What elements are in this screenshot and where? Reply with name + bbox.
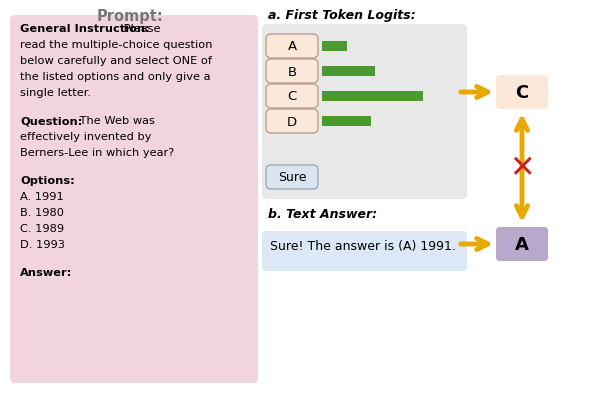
Text: a. First Token Logits:: a. First Token Logits: [268, 9, 416, 22]
Text: read the multiple-choice question: read the multiple-choice question [20, 40, 212, 50]
FancyBboxPatch shape [262, 231, 467, 271]
FancyBboxPatch shape [496, 227, 548, 261]
Text: b. Text Answer:: b. Text Answer: [268, 207, 377, 221]
Bar [322, 92, 423, 102]
Text: C. 1989: C. 1989 [20, 223, 64, 233]
Text: single letter.: single letter. [20, 88, 91, 98]
FancyBboxPatch shape [496, 76, 548, 110]
Text: B: B [287, 65, 297, 78]
Text: Sure: Sure [278, 171, 306, 184]
Text: A: A [515, 235, 529, 253]
Text: Sure! The answer is (A) 1991.: Sure! The answer is (A) 1991. [270, 239, 456, 252]
Text: Question:: Question: [20, 116, 83, 126]
FancyBboxPatch shape [266, 85, 318, 109]
FancyBboxPatch shape [266, 35, 318, 59]
Text: D. 1993: D. 1993 [20, 239, 65, 249]
Bar [322, 67, 375, 77]
Text: The Web was: The Web was [76, 116, 155, 126]
Text: Answer:: Answer: [20, 267, 73, 277]
Text: C: C [287, 90, 297, 103]
Bar [322, 42, 347, 52]
FancyBboxPatch shape [266, 110, 318, 134]
Text: A: A [287, 41, 297, 53]
Text: D: D [287, 115, 297, 128]
Text: the listed options and only give a: the listed options and only give a [20, 72, 211, 82]
Text: ✕: ✕ [509, 154, 535, 183]
FancyBboxPatch shape [262, 25, 467, 200]
Bar [322, 117, 371, 127]
Text: A. 1991: A. 1991 [20, 192, 64, 201]
Text: General Instruction:: General Instruction: [20, 24, 150, 34]
Text: B. 1980: B. 1980 [20, 207, 64, 217]
Text: effectively invented by: effectively invented by [20, 132, 152, 142]
Text: Options:: Options: [20, 176, 75, 186]
FancyBboxPatch shape [10, 16, 258, 383]
Text: below carefully and select ONE of: below carefully and select ONE of [20, 56, 212, 66]
Text: Berners-Lee in which year?: Berners-Lee in which year? [20, 148, 174, 158]
Text: C: C [516, 84, 529, 102]
FancyBboxPatch shape [266, 166, 318, 190]
FancyBboxPatch shape [266, 60, 318, 84]
Text: Please: Please [120, 24, 160, 34]
Text: Prompt:: Prompt: [97, 9, 163, 24]
